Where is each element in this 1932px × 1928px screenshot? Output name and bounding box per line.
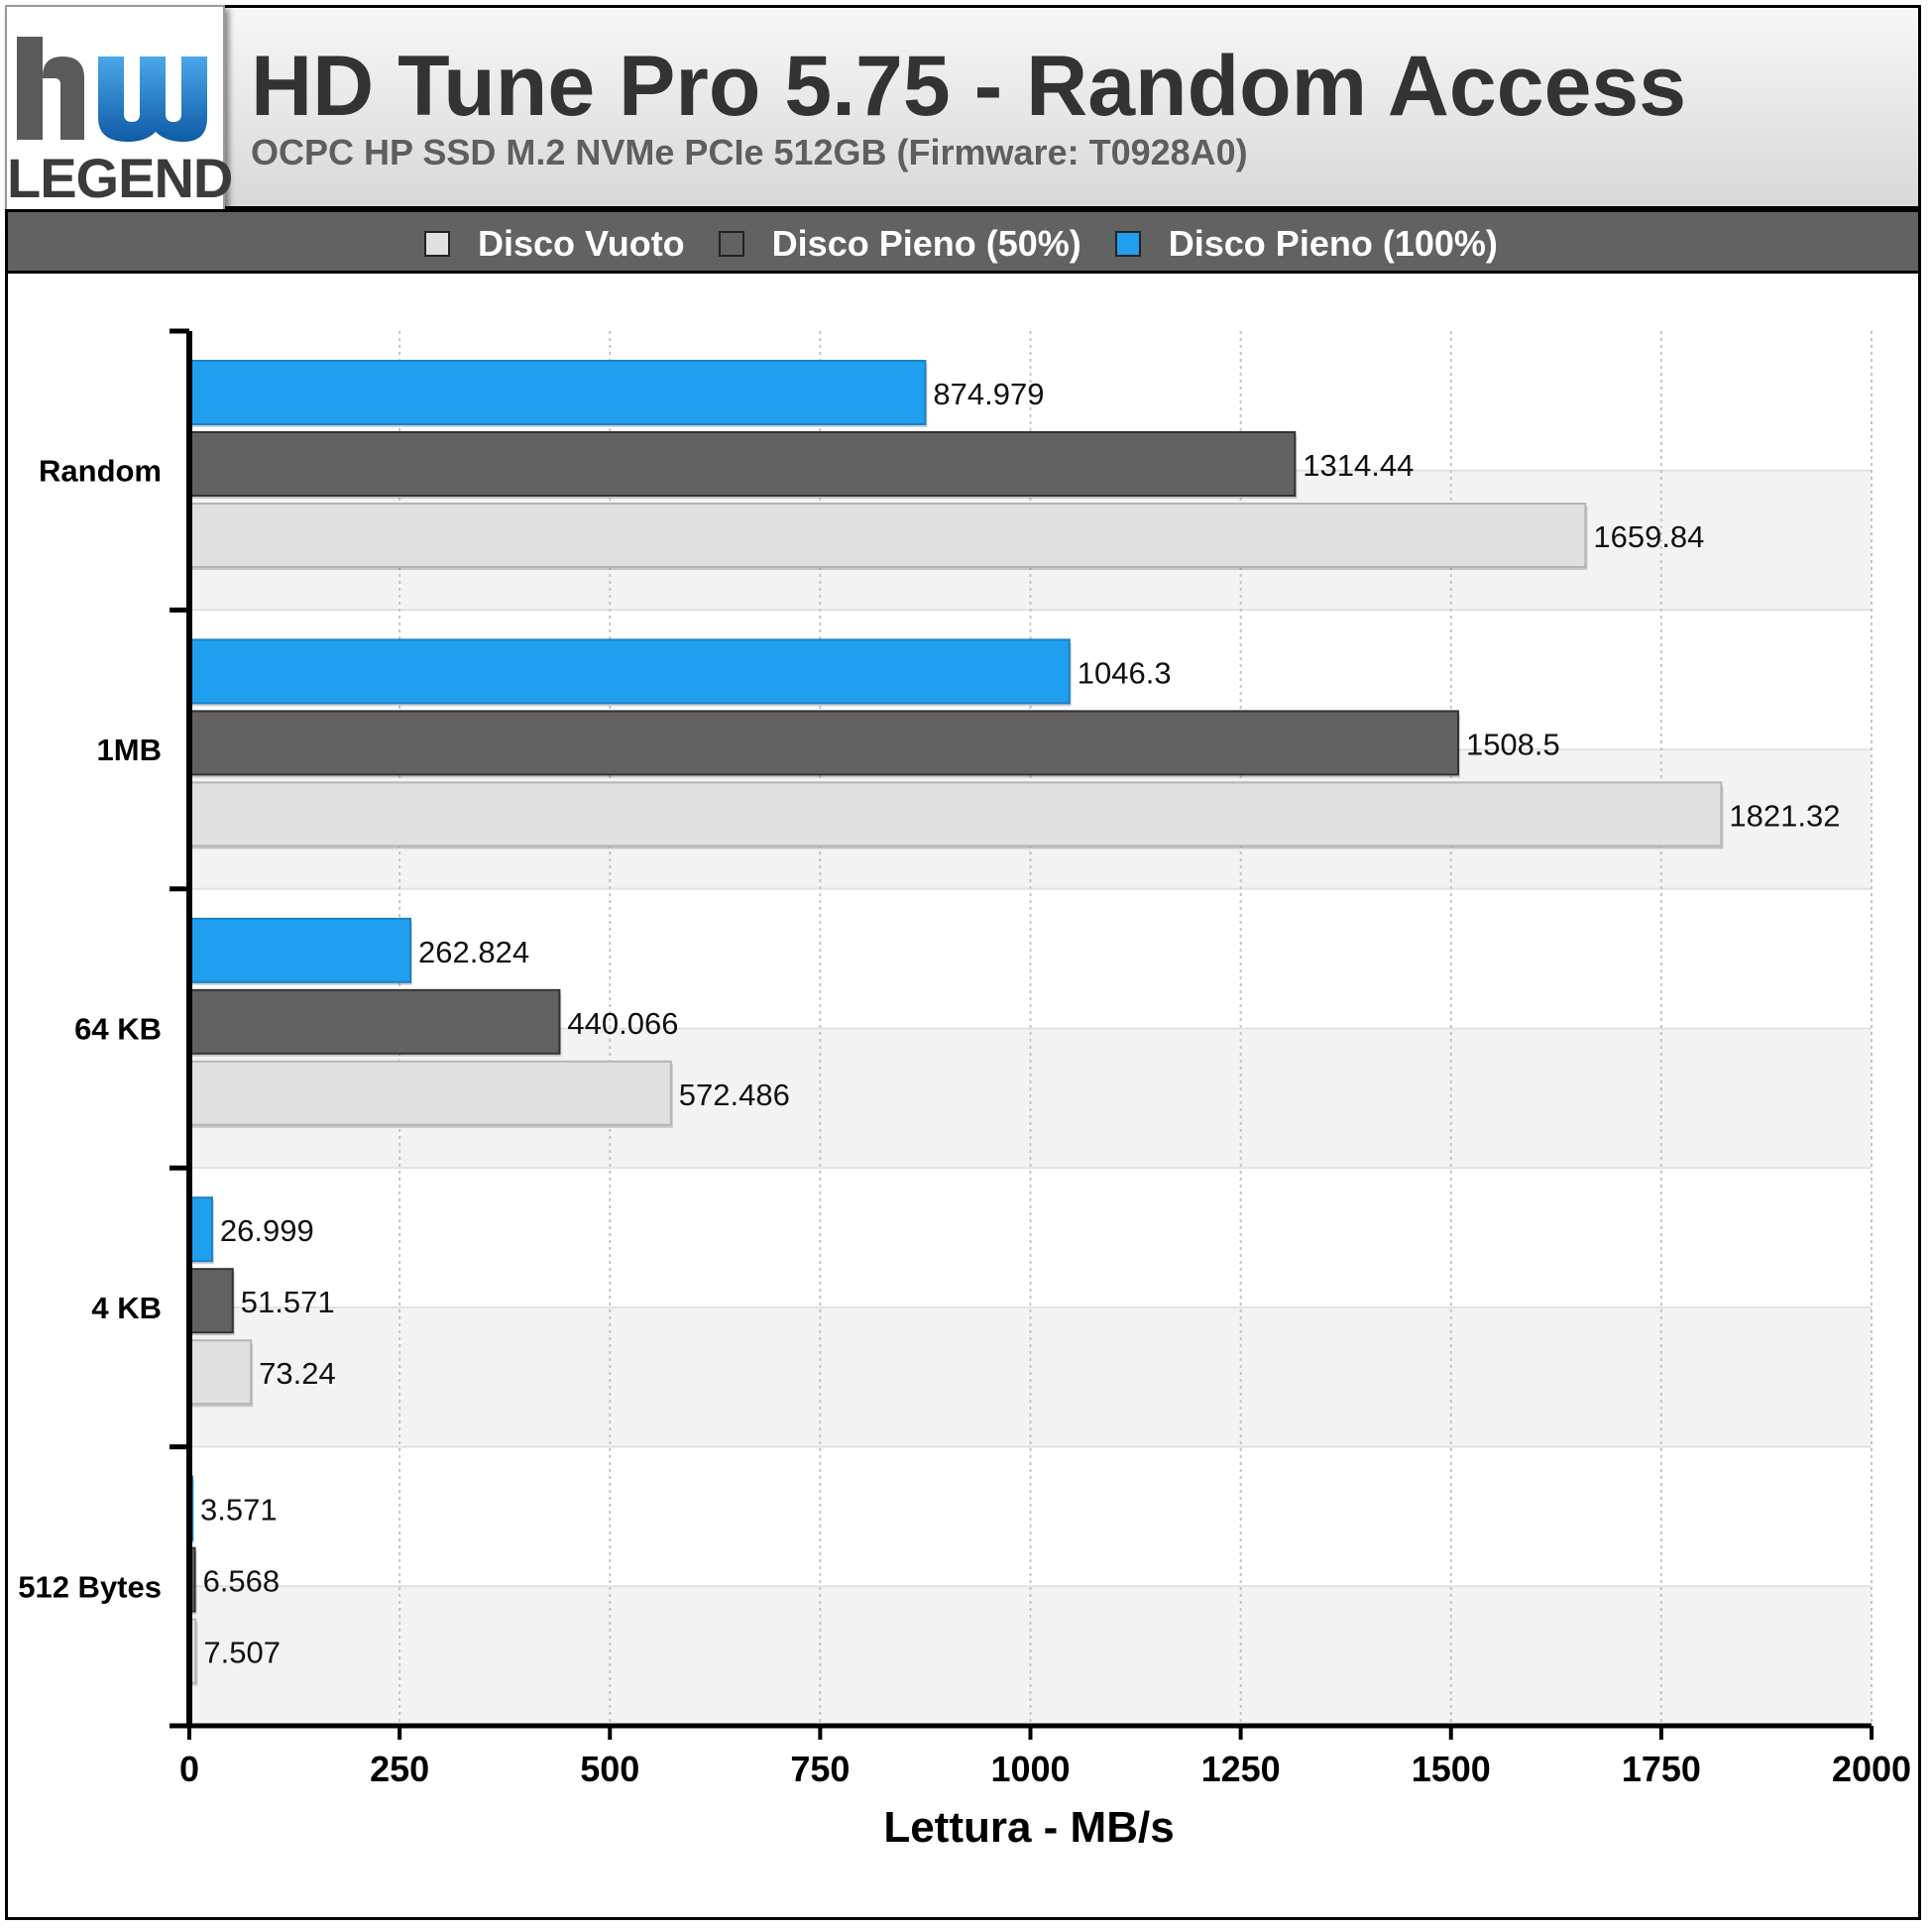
value-label: 1314.44 bbox=[1303, 448, 1414, 483]
bars bbox=[188, 360, 1724, 1686]
y-category-label: Random bbox=[39, 454, 162, 489]
legend-swatch-disco-pieno-50 bbox=[718, 231, 744, 257]
axes bbox=[170, 328, 1874, 1740]
x-tick-label: 2000 bbox=[1832, 1749, 1911, 1789]
bar-disco-pieno-50-random bbox=[188, 431, 1297, 497]
y-category-label: 1MB bbox=[97, 733, 162, 767]
y-category-label: 4 KB bbox=[91, 1291, 162, 1325]
value-label: 3.571 bbox=[200, 1493, 278, 1528]
x-tick-label: 1250 bbox=[1201, 1749, 1281, 1789]
bar-disco-vuoto-64-kb bbox=[188, 1060, 672, 1126]
x-tick-label: 0 bbox=[179, 1749, 199, 1789]
value-label: 1046.3 bbox=[1078, 655, 1172, 690]
x-tick-label: 1500 bbox=[1412, 1749, 1491, 1789]
value-label: 1659.84 bbox=[1593, 519, 1704, 554]
value-label: 874.979 bbox=[933, 377, 1044, 411]
x-tick-label: 1000 bbox=[990, 1749, 1070, 1789]
value-label: 572.486 bbox=[679, 1077, 790, 1112]
tick-labels: 0 250 500 750 1000 1250 1500 1750 2000 Random 1MB 6… bbox=[18, 454, 1911, 1789]
bar-disco-vuoto-1mb bbox=[188, 781, 1723, 848]
legend-item-disco-pieno-100: Disco Pieno (100%) bbox=[1114, 223, 1498, 265]
plot-band bbox=[189, 1168, 1872, 1307]
x-tick-label: 500 bbox=[580, 1749, 639, 1789]
value-label: 73.24 bbox=[259, 1356, 336, 1391]
x-tick-label: 750 bbox=[790, 1749, 850, 1789]
legend-swatch-disco-vuoto bbox=[424, 231, 450, 257]
bar-disco-pieno-100-64-kb bbox=[188, 917, 412, 983]
legend-label-disco-vuoto: Disco Vuoto bbox=[478, 223, 685, 264]
logo-text: LEGEND bbox=[7, 147, 233, 209]
chart-legend: Disco Vuoto Disco Pieno (50%) Disco Pien… bbox=[424, 223, 1498, 265]
chart-title: HD Tune Pro 5.75 - Random Access bbox=[251, 39, 1687, 134]
plot-band bbox=[189, 1446, 1872, 1587]
chart-subtitle: OCPC HP SSD M.2 NVMe PCIe 512GB (Firmwar… bbox=[251, 132, 1248, 172]
plot-band bbox=[189, 1306, 1872, 1447]
value-label: 262.824 bbox=[418, 935, 529, 969]
x-axis-title: Lettura - MB/s bbox=[883, 1803, 1174, 1852]
value-label: 1508.5 bbox=[1466, 727, 1560, 761]
value-label: 26.999 bbox=[220, 1213, 314, 1248]
bar-disco-pieno-100-random bbox=[188, 360, 927, 425]
hw-logo-icon bbox=[17, 37, 207, 142]
bar-disco-pieno-100-4-kb bbox=[188, 1196, 213, 1263]
bar-disco-vuoto-random bbox=[188, 503, 1587, 568]
bar-disco-pieno-50-4-kb bbox=[188, 1268, 234, 1334]
bar-disco-pieno-100-1mb bbox=[188, 638, 1071, 705]
legend-label-disco-pieno-100: Disco Pieno (100%) bbox=[1168, 223, 1498, 264]
bar-disco-pieno-50-1mb bbox=[188, 710, 1459, 776]
value-label: 440.066 bbox=[567, 1006, 678, 1041]
legend-label-disco-pieno-50: Disco Pieno (50%) bbox=[771, 223, 1081, 264]
bar-disco-vuoto-4-kb bbox=[188, 1339, 253, 1406]
legend-bar: Disco Vuoto Disco Pieno (50%) Disco Pien… bbox=[5, 209, 1921, 274]
value-label: 6.568 bbox=[203, 1564, 281, 1599]
legend-item-disco-vuoto: Disco Vuoto bbox=[424, 223, 685, 265]
value-label: 1821.32 bbox=[1729, 798, 1840, 833]
x-tick-label: 1750 bbox=[1622, 1749, 1701, 1789]
value-label: 51.571 bbox=[241, 1285, 335, 1319]
x-tick-label: 250 bbox=[370, 1749, 429, 1789]
hwlegend-logo: LEGEND bbox=[5, 5, 233, 221]
y-category-label: 512 Bytes bbox=[18, 1569, 162, 1604]
y-category-label: 64 KB bbox=[74, 1012, 162, 1047]
bar-disco-pieno-50-64-kb bbox=[188, 988, 561, 1055]
chart-header: HD Tune Pro 5.75 - Random Access OCPC HP… bbox=[5, 5, 1921, 209]
legend-item-disco-pieno-50: Disco Pieno (50%) bbox=[718, 223, 1081, 265]
value-labels: 874.979 1314.44 1659.84 1046.3 1508.5 1821.32… bbox=[200, 377, 1840, 1670]
plot-band bbox=[189, 1586, 1872, 1726]
legend-swatch-disco-pieno-100 bbox=[1114, 231, 1141, 257]
value-label: 7.507 bbox=[203, 1636, 281, 1670]
